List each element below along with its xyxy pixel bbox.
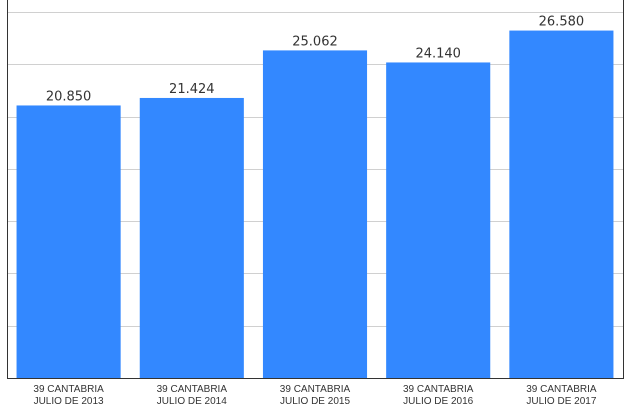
bar [262,50,368,378]
bar [16,105,121,378]
category-tick-line: JULIO DE 2016 [403,396,473,407]
category-tick-line: JULIO DE 2017 [526,396,596,407]
category-tick-line: 39 CANTABRIA [526,384,597,395]
bar [509,30,614,378]
category-tick-line: JULIO DE 2013 [34,396,104,407]
category-tick-line: JULIO DE 2014 [157,396,227,407]
axes [7,0,624,379]
category-tick-label: 39 CANTABRIA JULIO DE 2013 [33,384,104,407]
category-tick-line: 39 CANTABRIA [157,384,228,395]
category-tick-label: 39 CANTABRIA JULIO DE 2015 [280,384,351,407]
category-tick-line: 39 CANTABRIA [403,384,474,395]
bar [386,62,491,378]
category-tick-label: 39 CANTABRIA JULIO DE 2016 [403,384,474,407]
bar-value-label: 20.850 [46,89,92,104]
data-labels: 20.850 21.424 25.062 24.140 26.580 [46,15,584,105]
bars [16,30,614,379]
bar-value-label: 24.140 [415,46,461,61]
category-tick-label: 39 CANTABRIA JULIO DE 2014 [157,384,228,407]
bar [139,97,244,379]
bar-value-label: 26.580 [539,15,585,30]
category-tick-line: 39 CANTABRIA [33,384,104,395]
bar-value-label: 21.424 [169,82,215,97]
category-tick-label: 39 CANTABRIA JULIO DE 2017 [526,384,597,407]
category-tick-line: 39 CANTABRIA [280,384,351,395]
category-tick-line: JULIO DE 2015 [280,396,350,407]
bar-value-label: 25.062 [292,34,338,49]
